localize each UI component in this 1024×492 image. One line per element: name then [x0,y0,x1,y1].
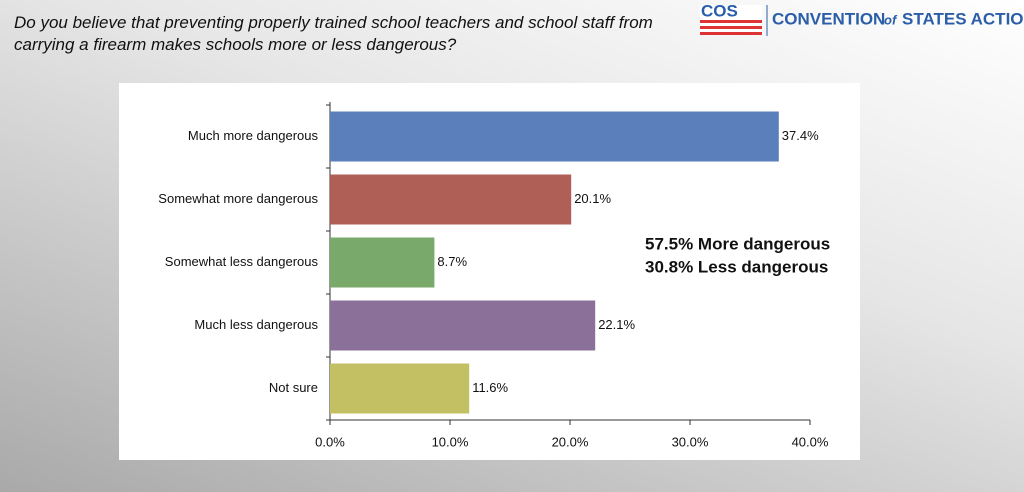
chart-title: Do you believe that preventing properly … [14,13,653,54]
logo-text: of [884,12,898,27]
logo-mark: COS [701,1,738,20]
bar [330,363,470,414]
bar [330,300,596,351]
logo-stripe [700,20,762,23]
y-tick-label: Somewhat more dangerous [158,191,318,206]
logo-stripe [700,26,762,29]
x-tick-label: 10.0% [432,434,469,449]
x-tick-label: 0.0% [315,434,345,449]
value-label: 20.1% [574,191,611,206]
logo-text: STATES ACTION [902,9,1024,28]
bar [330,174,572,225]
logo: COS CONVENTION of STATES ACTION [700,1,1024,36]
bar [330,111,779,162]
y-tick-label: Much less dangerous [194,317,318,332]
x-tick-label: 40.0% [792,434,829,449]
value-label: 37.4% [782,128,819,143]
logo-stripe [700,32,762,35]
logo-text: CONVENTION [772,9,885,28]
bar [330,237,435,288]
value-label: 8.7% [437,254,467,269]
value-label: 22.1% [598,317,635,332]
y-tick-label: Somewhat less dangerous [165,254,319,269]
value-label: 11.6% [472,380,508,395]
x-tick-label: 20.0% [552,434,589,449]
y-tick-label: Much more dangerous [188,128,319,143]
annotation: 57.5% More dangerous [645,234,830,253]
y-tick-label: Not sure [269,380,318,395]
annotation: 30.8% Less dangerous [645,257,828,276]
x-tick-label: 30.0% [672,434,709,449]
